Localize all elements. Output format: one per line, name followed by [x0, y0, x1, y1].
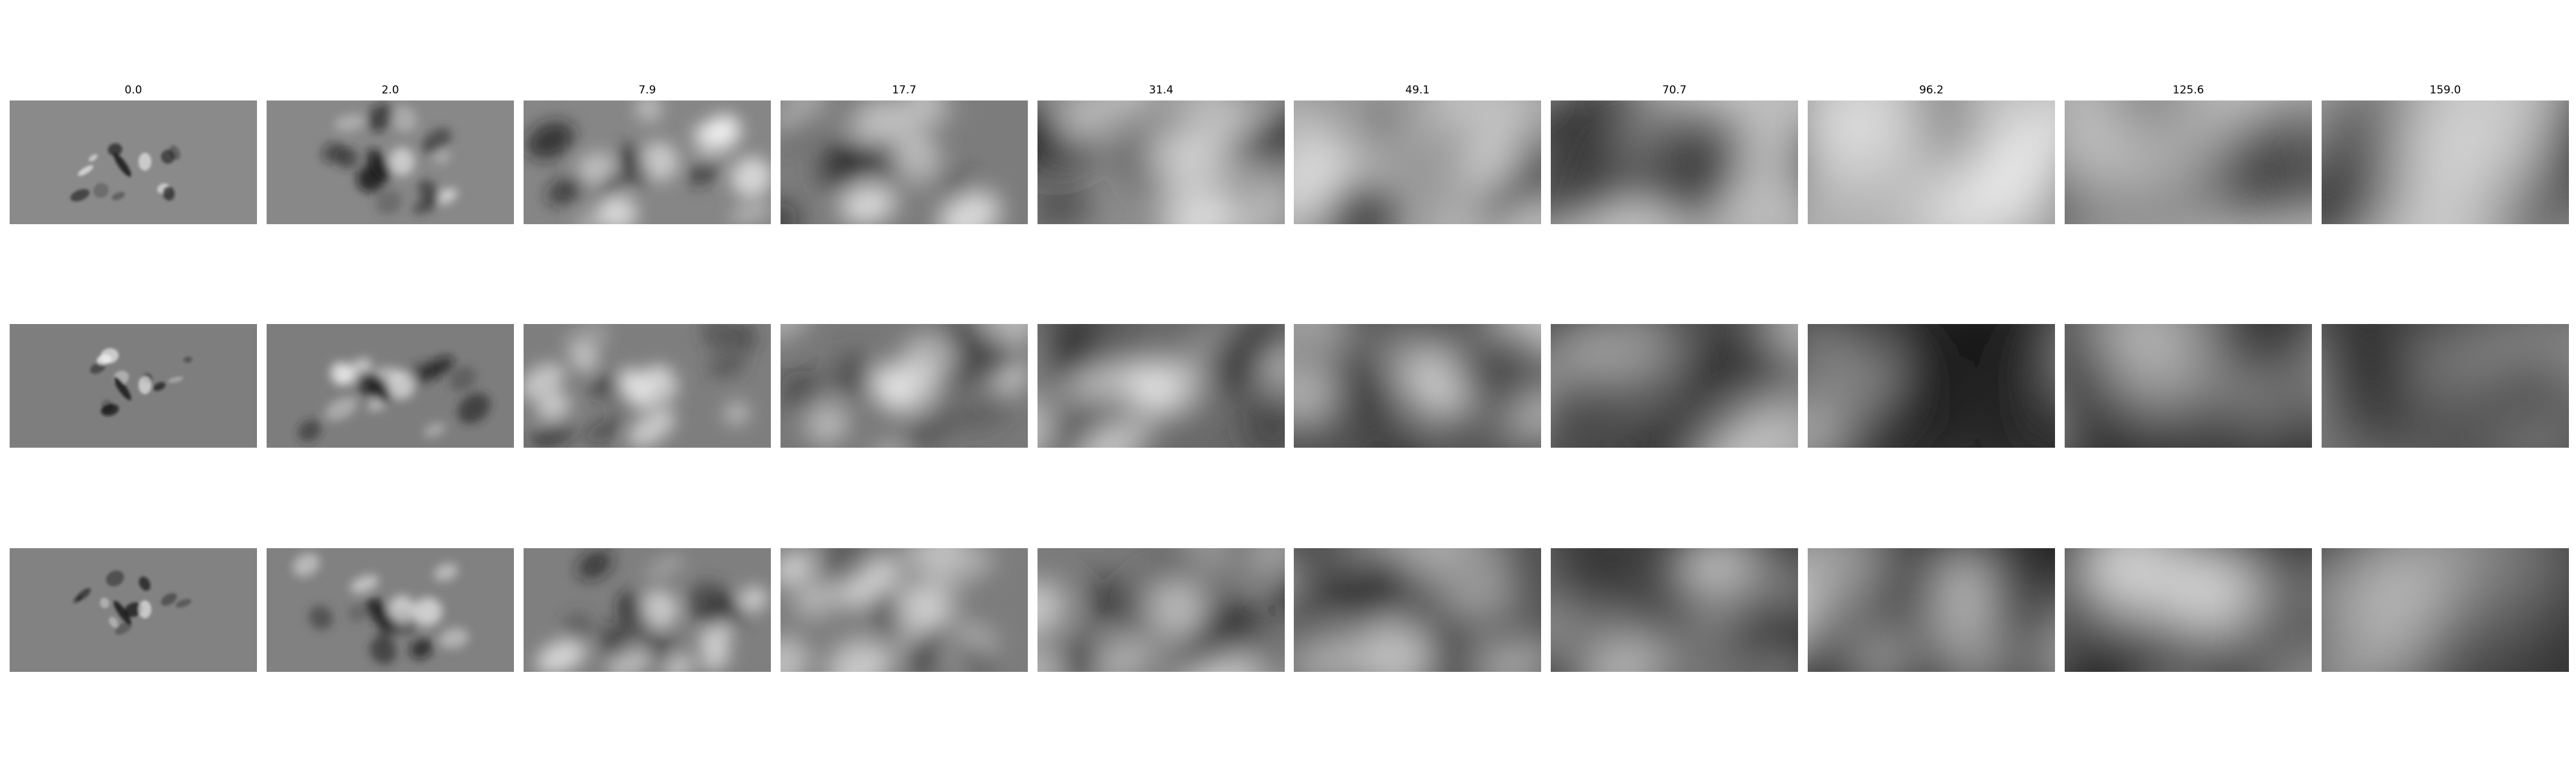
image-panel — [781, 100, 1028, 224]
image-panel — [2065, 548, 2312, 672]
column-title: 159.0 — [2429, 84, 2461, 97]
column-title: 17.7 — [892, 84, 916, 97]
column-title: 49.1 — [1405, 84, 1430, 97]
image-panel — [524, 324, 771, 448]
column-title: 0.0 — [124, 84, 142, 97]
image-panel — [267, 324, 514, 448]
column-title: 96.2 — [1919, 84, 1944, 97]
image-panel — [2322, 100, 2569, 224]
image-panel — [2322, 324, 2569, 448]
image-panel — [1037, 324, 1285, 448]
image-panel — [1294, 100, 1541, 224]
image-panel — [1808, 324, 2055, 448]
image-panel — [1037, 548, 1285, 672]
image-panel — [1294, 548, 1541, 672]
image-panel — [781, 324, 1028, 448]
image-panel — [1551, 324, 1798, 448]
column-title: 31.4 — [1149, 84, 1173, 97]
column-title: 2.0 — [381, 84, 399, 97]
image-panel — [781, 548, 1028, 672]
image-panel — [10, 548, 257, 672]
image-panel — [1808, 100, 2055, 224]
image-panel — [1551, 100, 1798, 224]
image-panel — [1294, 324, 1541, 448]
image-panel — [10, 100, 257, 224]
image-panel — [10, 324, 257, 448]
image-panel — [1551, 548, 1798, 672]
image-panel — [524, 548, 771, 672]
column-title: 125.6 — [2172, 84, 2204, 97]
column-title: 7.9 — [638, 84, 656, 97]
image-panel — [267, 548, 514, 672]
image-panel — [2322, 548, 2569, 672]
image-panel — [2065, 324, 2312, 448]
image-panel — [2065, 100, 2312, 224]
image-panel — [1808, 548, 2055, 672]
image-panel — [1037, 100, 1285, 224]
image-panel — [524, 100, 771, 224]
image-panel — [267, 100, 514, 224]
column-title: 70.7 — [1662, 84, 1687, 97]
